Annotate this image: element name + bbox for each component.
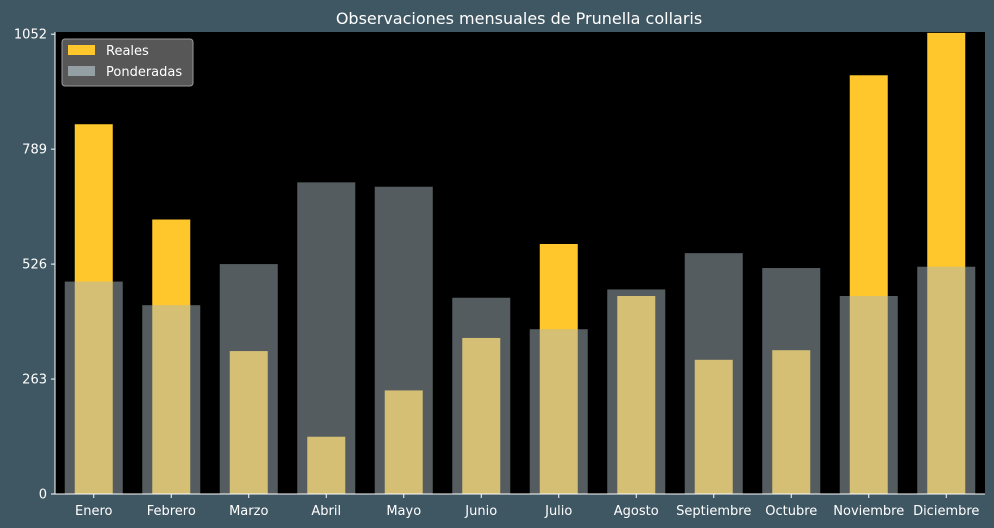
bar-ponderadas-mayo	[374, 186, 433, 495]
y-tick-label: 526	[22, 258, 47, 273]
y-tick-label: 1052	[14, 28, 47, 43]
y-tick-label: 263	[22, 373, 47, 388]
legend-swatch-reales	[68, 45, 95, 55]
bar-ponderadas-junio	[452, 297, 511, 494]
y-tick-label: 789	[22, 143, 47, 158]
y-tick-label: 0	[39, 488, 47, 503]
chart-title: Observaciones mensuales de Prunella coll…	[336, 9, 702, 28]
x-tick-label: Mayo	[386, 504, 421, 519]
series-ponderadas	[64, 182, 976, 495]
x-tick-label: Julio	[544, 504, 572, 519]
bar-ponderadas-julio	[529, 329, 588, 494]
legend-swatch-ponderadas	[68, 66, 95, 76]
x-tick-label: Octubre	[765, 504, 817, 519]
x-tick-label: Agosto	[614, 504, 659, 519]
x-tick-label: Marzo	[229, 504, 268, 519]
x-tick-label: Septiembre	[676, 504, 751, 519]
x-tick-label: Noviembre	[833, 504, 904, 519]
axes: 0 263 526 789 1052 Enero Febrero Marzo Abril Mayo…	[14, 28, 985, 519]
x-tick-label: Enero	[75, 504, 113, 519]
bar-ponderadas-abril	[297, 182, 356, 495]
plot-area	[55, 32, 985, 494]
legend: Reales Ponderadas	[61, 38, 194, 87]
bar-ponderadas-agosto	[607, 289, 666, 494]
bar-ponderadas-febrero	[142, 305, 201, 494]
bar-ponderadas-diciembre	[917, 266, 976, 494]
bar-ponderadas-marzo	[219, 264, 278, 494]
bar-ponderadas-enero	[64, 281, 123, 494]
x-tick-label: Junio	[464, 504, 497, 519]
bar-ponderadas-noviembre	[839, 296, 898, 494]
legend-label-reales: Reales	[106, 44, 149, 59]
bar-ponderadas-octubre	[762, 268, 821, 494]
bar-ponderadas-septiembre	[684, 253, 743, 494]
x-tick-label: Diciembre	[913, 504, 979, 519]
legend-label-ponderadas: Ponderadas	[106, 65, 182, 80]
x-tick-label: Abril	[311, 504, 341, 519]
x-tick-label: Febrero	[147, 504, 196, 519]
